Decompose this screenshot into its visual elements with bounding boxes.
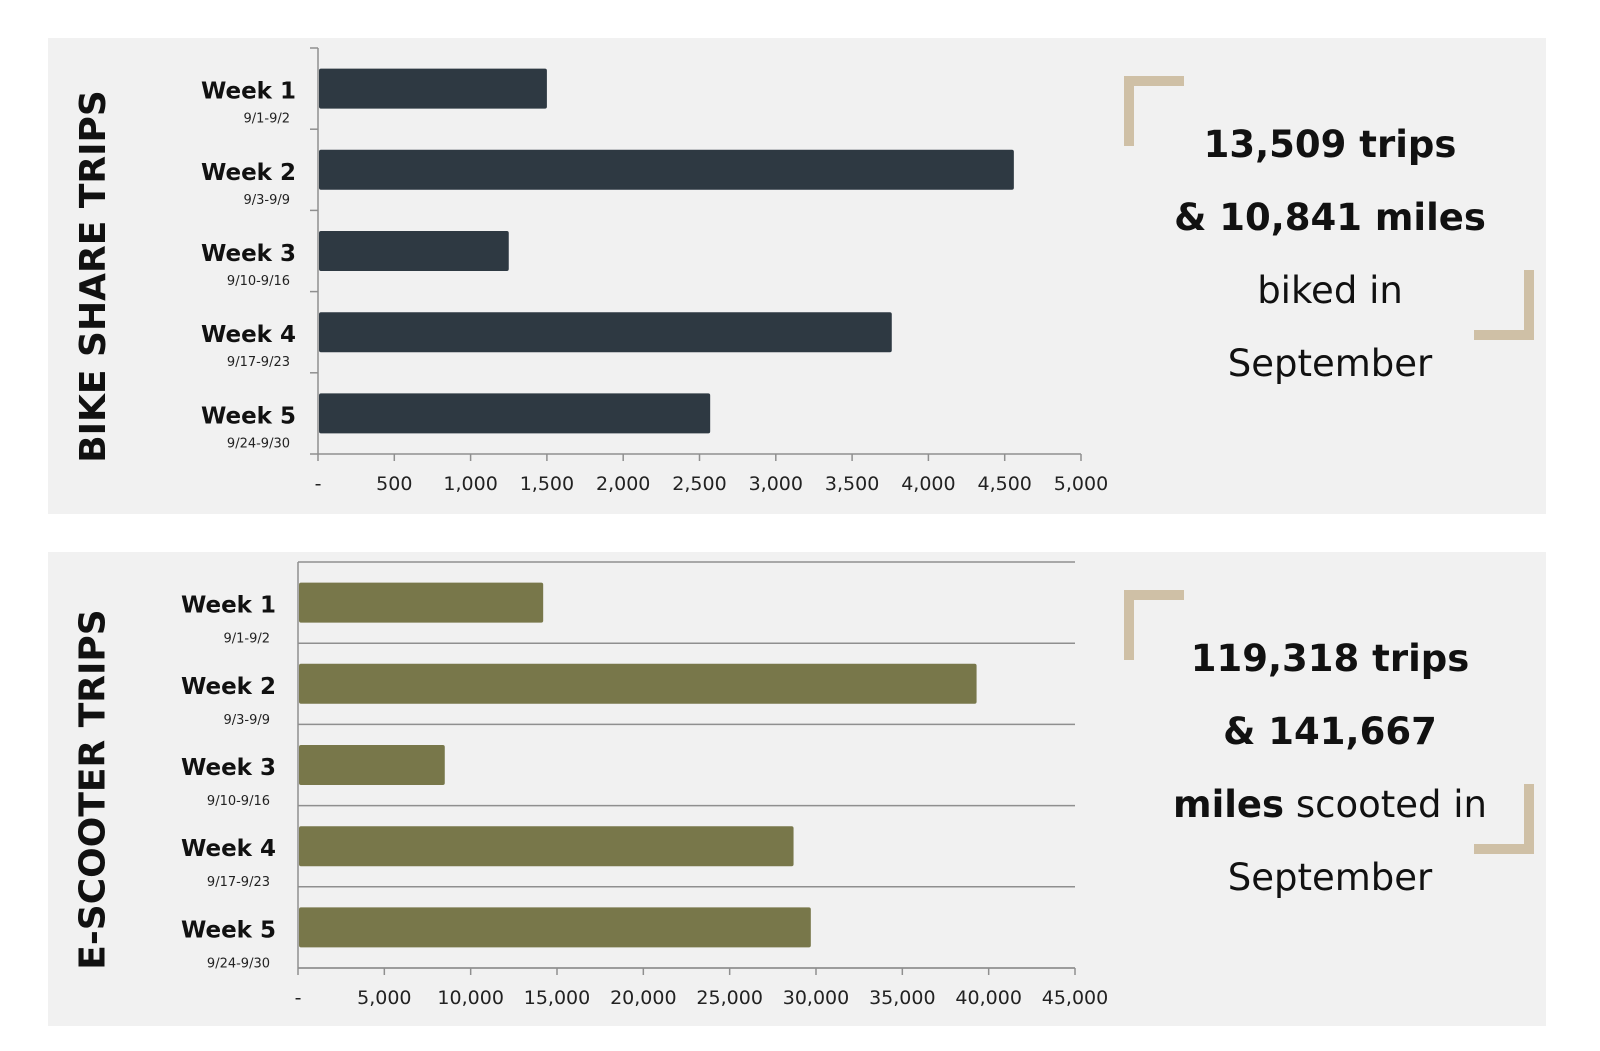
x-tick-label: 500 (376, 473, 412, 495)
bar (319, 68, 547, 109)
scooter-stat-line: 119,318 trips (1120, 622, 1540, 695)
scooter-stat-line: & 141,667 (1120, 695, 1540, 768)
bike-stat-line: & 10,841 miles (1120, 181, 1540, 254)
x-tick-label: 10,000 (437, 987, 503, 1009)
x-tick-label: 1,000 (443, 473, 497, 495)
x-tick-label: 15,000 (524, 987, 590, 1009)
scooter-stat-regular-text: September (1227, 856, 1433, 899)
bar (299, 663, 977, 704)
bar (299, 907, 811, 948)
bike-stat-corner-bottom-right (1474, 270, 1534, 340)
x-tick-label: 3,000 (749, 473, 803, 495)
x-tick-label: 3,500 (825, 473, 879, 495)
y-category-label: Week 5 (181, 917, 276, 943)
y-category-sublabel: 9/1-9/2 (223, 632, 270, 647)
bar (319, 231, 509, 271)
y-category-sublabel: 9/10-9/16 (227, 274, 290, 289)
x-tick-label: 5,000 (1054, 473, 1108, 495)
x-tick-label: - (315, 473, 322, 495)
scooter-stat-line: September (1120, 841, 1540, 914)
y-category-sublabel: 9/3-9/9 (243, 193, 290, 208)
y-category-label: Week 3 (201, 241, 296, 267)
y-category-label: Week 1 (201, 79, 296, 105)
x-tick-label: 4,000 (901, 473, 955, 495)
bar (299, 582, 544, 623)
x-tick-label: 5,000 (357, 987, 411, 1009)
bike-stat-line: September (1120, 327, 1540, 400)
x-tick-label: 4,500 (977, 473, 1031, 495)
bar (319, 312, 892, 353)
bike-stat-corner-top-left (1124, 76, 1184, 146)
bar (299, 745, 445, 785)
y-category-sublabel: 9/3-9/9 (223, 713, 270, 728)
scooter-stat-corner-top-left (1124, 590, 1184, 660)
scooter-stat-bold-text: & 141,667 (1223, 710, 1437, 753)
scooter-stat-line: miles scooted in (1120, 768, 1540, 841)
bike-share-chart: - 500 1,000 1,500 2,000 2,500 3,000 3,500 4,000 4… (201, 47, 1108, 495)
x-tick-label: 2,000 (596, 473, 650, 495)
bar (319, 149, 1014, 190)
x-tick-label: 1,500 (520, 473, 574, 495)
bike-stat-bold-text: 13,509 trips (1203, 123, 1457, 166)
e-scooter-stat-text: 119,318 trips & 141,667 miles scooted in Se… (1120, 622, 1540, 914)
x-tick-label: 40,000 (955, 987, 1021, 1009)
x-tick-label: 25,000 (696, 987, 762, 1009)
y-category-sublabel: 9/24-9/30 (227, 436, 290, 451)
y-category-label: Week 1 (181, 593, 276, 619)
bike-stat-regular-text: September (1227, 342, 1433, 385)
y-category-label: Week 4 (201, 322, 296, 348)
bike-stat-line: 13,509 trips (1120, 108, 1540, 181)
bar (319, 393, 711, 434)
bike-stat-line: biked in (1120, 254, 1540, 327)
x-tick-label: 35,000 (869, 987, 935, 1009)
bike-share-stat-text: 13,509 trips & 10,841 miles biked in Septem… (1120, 108, 1540, 400)
y-category-label: Week 5 (201, 403, 296, 429)
y-category-sublabel: 9/17-9/23 (227, 355, 290, 370)
bike-stat-bold-text: & 10,841 miles (1174, 196, 1486, 239)
y-category-label: Week 2 (181, 674, 276, 700)
y-category-label: Week 3 (181, 755, 276, 781)
x-tick-label: 30,000 (783, 987, 849, 1009)
y-category-label: Week 2 (201, 160, 296, 186)
y-category-sublabel: 9/17-9/23 (207, 875, 270, 890)
scooter-stat-regular-text: scooted in (1284, 783, 1487, 826)
y-category-sublabel: 9/1-9/2 (243, 112, 290, 127)
x-tick-label: 20,000 (610, 987, 676, 1009)
x-tick-label: - (295, 987, 302, 1009)
x-tick-label: 45,000 (1042, 987, 1108, 1009)
e-scooter-panel: E-SCOOTER TRIPS -5,000 10,000 15,000 20,000… (48, 552, 1546, 1026)
y-category-sublabel: 9/10-9/16 (207, 794, 270, 809)
x-tick-label: 2,500 (672, 473, 726, 495)
bar (299, 826, 794, 867)
y-category-label: Week 4 (181, 836, 276, 862)
scooter-stat-bold-text: 119,318 trips (1190, 637, 1470, 680)
scooter-stat-bold-text: miles (1173, 783, 1285, 826)
bike-share-panel: BIKE SHARE TRIPS -500 1,000 1,500 2,000 2,50… (48, 38, 1546, 514)
y-category-sublabel: 9/24-9/30 (207, 956, 270, 971)
scooter-stat-corner-bottom-right (1474, 784, 1534, 854)
bike-stat-regular-text: biked in (1257, 269, 1403, 312)
e-scooter-chart: - 5,000 10,000 15,000 20,000 25,000 30,000 35,0… (181, 561, 1108, 1009)
